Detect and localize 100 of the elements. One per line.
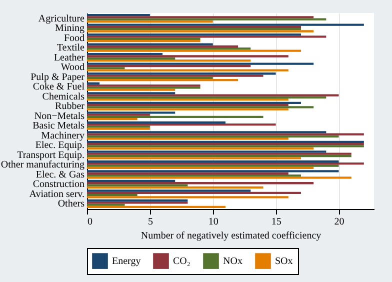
bar <box>87 98 288 101</box>
bar <box>87 104 288 106</box>
y-tick-label: Elec. & Gas <box>36 169 85 180</box>
bar <box>87 182 314 184</box>
bar <box>87 199 188 202</box>
legend-label: CO₂ <box>173 256 190 268</box>
y-tick-label: Construction <box>32 179 84 190</box>
y-tick-label: Chemicals <box>42 91 85 102</box>
bar <box>87 67 125 70</box>
bar <box>87 53 163 56</box>
bar <box>87 123 276 126</box>
bar <box>87 59 251 62</box>
bar <box>87 174 301 177</box>
y-tick-label: Others <box>58 198 85 210</box>
y-tick-label: Pulp & Paper <box>30 72 86 83</box>
bar <box>87 30 314 32</box>
bar <box>87 147 314 150</box>
bar <box>87 24 364 26</box>
bar <box>87 150 326 153</box>
bar <box>87 116 264 118</box>
y-tick-label: Basic Metals <box>32 120 85 132</box>
bar <box>87 192 301 194</box>
bar <box>87 172 288 174</box>
bar <box>87 45 238 48</box>
bar <box>87 157 301 160</box>
bar <box>87 112 176 114</box>
bar <box>87 170 339 172</box>
bar <box>87 84 200 87</box>
bar <box>87 28 301 30</box>
bar <box>87 40 200 42</box>
bar <box>87 135 339 138</box>
y-tick-label: Other manufacturing <box>0 160 84 171</box>
bar <box>87 57 176 60</box>
bar <box>87 62 314 65</box>
bar <box>87 48 251 50</box>
bar <box>87 184 188 186</box>
bar <box>87 154 352 158</box>
bar <box>87 118 138 120</box>
bar <box>87 20 213 23</box>
legend-label: NOx <box>223 256 242 268</box>
y-tick-label: Rubber <box>55 101 86 112</box>
y-tick-label: Food <box>64 32 84 44</box>
bar <box>87 96 326 99</box>
bar <box>87 26 301 28</box>
bar <box>87 94 339 96</box>
bar <box>87 86 200 89</box>
bar <box>87 196 288 198</box>
bar <box>87 138 288 140</box>
y-tick-label: Mining <box>55 23 84 34</box>
x-axis-title: Number of negatively estimated coefficiency <box>140 230 322 242</box>
x-tick-label: 20 <box>334 216 344 228</box>
bar <box>87 50 301 52</box>
bar <box>87 204 125 206</box>
bar <box>87 160 339 163</box>
bar <box>87 34 301 36</box>
bar <box>87 176 352 179</box>
bar <box>87 69 288 72</box>
bar <box>87 74 264 77</box>
bar <box>87 162 364 165</box>
bar <box>87 140 364 144</box>
legend-label: Energy <box>112 256 141 268</box>
bar <box>87 108 288 110</box>
bar <box>87 121 226 124</box>
bar <box>87 133 364 136</box>
x-tick-label: 10 <box>208 216 218 228</box>
x-tick-label: 5 <box>148 216 153 228</box>
bar <box>87 78 238 82</box>
bar <box>87 36 326 38</box>
y-tick-label: Leather <box>54 52 86 64</box>
bar <box>87 92 176 94</box>
bar <box>87 88 176 91</box>
bar <box>87 102 301 104</box>
y-tick-label: Aviation serv. <box>29 188 84 200</box>
bar <box>87 202 188 204</box>
bar <box>87 206 226 208</box>
bar <box>87 18 326 20</box>
bar <box>87 64 251 68</box>
bar <box>87 106 314 108</box>
y-tick-label: Textile <box>56 42 86 54</box>
x-tick-label: 15 <box>271 216 282 228</box>
y-tick-label: Wood <box>60 62 84 74</box>
x-tick-label: 0 <box>88 216 92 228</box>
y-tick-label: Agriculture <box>38 13 86 24</box>
bar <box>87 38 200 40</box>
bar <box>87 114 150 116</box>
bar <box>87 164 339 167</box>
bar <box>87 152 352 155</box>
bar <box>87 14 150 16</box>
bar <box>87 180 176 182</box>
bar <box>87 82 100 84</box>
bar <box>87 72 276 75</box>
y-tick-label: Non−Metals <box>34 110 85 122</box>
y-tick-label: Elec. Equip. <box>35 140 84 152</box>
bar <box>87 194 138 196</box>
legend-label: SOx <box>275 256 293 268</box>
bar <box>87 190 251 192</box>
bar <box>87 131 326 134</box>
bar <box>87 55 288 58</box>
bar <box>87 43 213 46</box>
bar <box>87 16 314 18</box>
